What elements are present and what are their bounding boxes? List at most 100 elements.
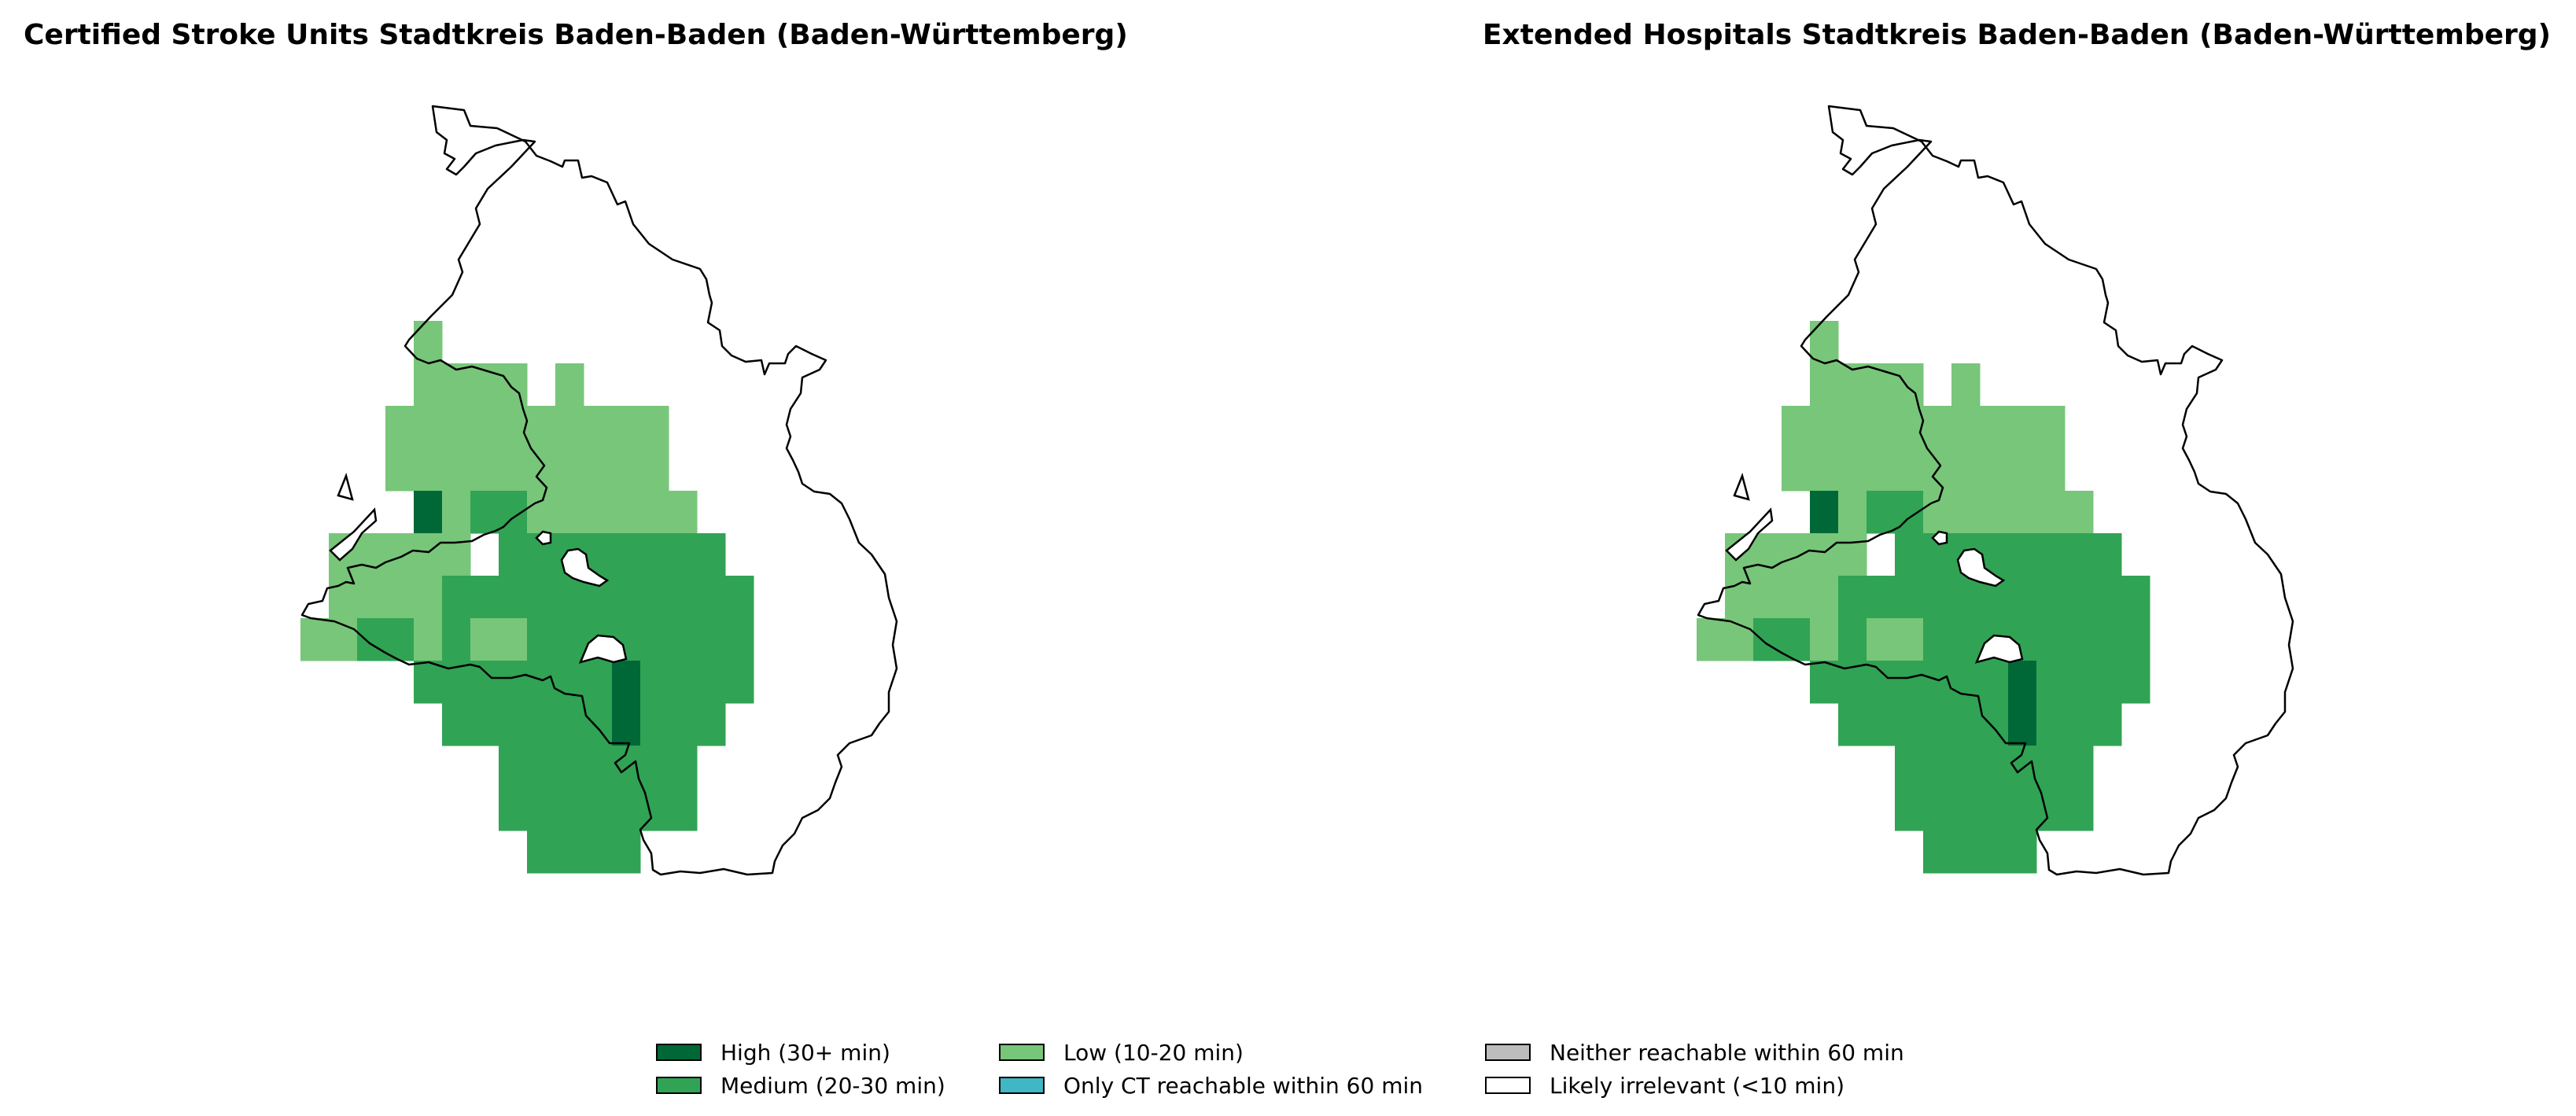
grid-cell-low — [300, 618, 330, 661]
grid-cell-low — [1895, 406, 1924, 449]
grid-cell-medium — [2065, 576, 2094, 619]
grid-cell-low — [1867, 618, 1896, 661]
grid-cell-medium — [442, 618, 471, 661]
grid-cell-medium — [1951, 703, 1981, 746]
grid-cell-medium — [1951, 576, 1981, 619]
legend-swatch-medium — [656, 1077, 702, 1094]
grid-cell-medium — [2093, 576, 2122, 619]
grid-cell-medium — [555, 618, 584, 661]
exclave-outline — [1733, 473, 1750, 501]
grid-cell-low — [2008, 406, 2037, 449]
grid-cell-medium — [725, 576, 754, 619]
grid-cell-low — [1810, 321, 1839, 364]
grid-cell-medium — [640, 576, 669, 619]
exclave-outline — [1725, 507, 1774, 562]
legend-swatch-irrelevant — [1485, 1077, 1531, 1094]
grid-cell-medium — [2065, 661, 2094, 704]
grid-cell-medium — [1980, 661, 2009, 704]
grid-cell-low — [1782, 406, 1811, 449]
grid-cell-low — [1951, 448, 1981, 492]
grid-cell-medium — [555, 746, 584, 789]
enclave-outline — [560, 547, 610, 587]
grid-cell-low — [385, 448, 415, 492]
grid-cell-medium — [527, 576, 556, 619]
grid-cell-medium — [1895, 533, 1924, 576]
map-panel-certified-stroke-units — [300, 105, 898, 876]
grid-cell-low — [555, 448, 584, 492]
grid-cell-medium — [697, 533, 726, 576]
legend-label: Low (10-20 min) — [1063, 1039, 1244, 1066]
grid-cell-medium — [1923, 703, 1952, 746]
grid-cell-medium — [1895, 703, 1924, 746]
grid-cell-low — [385, 576, 415, 619]
grid-cell-low — [442, 406, 471, 449]
grid-cell-medium — [2093, 618, 2122, 661]
grid-cell-medium — [2036, 533, 2066, 576]
grid-cell-low — [1923, 491, 1952, 534]
grid-cell-low — [640, 406, 669, 449]
grid-cell-medium — [2008, 831, 2037, 874]
grid-cell-medium — [640, 746, 669, 789]
grid-cell-medium — [2065, 746, 2094, 789]
grid-cell-low — [470, 618, 499, 661]
grid-cell-medium — [1980, 788, 2009, 831]
grid-cell-medium — [1753, 618, 1782, 661]
grid-cell-medium — [2036, 618, 2066, 661]
grid-cell-medium — [725, 661, 754, 704]
legend-item-irrelevant: Likely irrelevant (<10 min) — [1485, 1070, 1844, 1101]
grid-cell-low — [1867, 448, 1896, 492]
grid-cell-low — [414, 448, 443, 492]
exclave-outline — [329, 507, 378, 562]
grid-cell-medium — [1838, 618, 1867, 661]
left-panel-title: Certified Stroke Units Stadtkreis Baden-… — [24, 19, 1128, 51]
grid-cell-medium — [2065, 703, 2094, 746]
grid-cell-low — [1980, 491, 2009, 534]
grid-cell-low — [2008, 491, 2037, 534]
grid-cell-medium — [584, 788, 613, 831]
grid-cell-medium — [527, 831, 556, 874]
grid-cell-low — [499, 618, 528, 661]
grid-cell-medium — [555, 788, 584, 831]
grid-cell-high — [612, 703, 641, 746]
boundary-outline — [1697, 105, 2294, 876]
grid-cell-medium — [1867, 576, 1896, 619]
grid-cell-medium — [697, 703, 726, 746]
grid-cell-medium — [612, 788, 641, 831]
grid-cell-high — [612, 661, 641, 704]
grid-cell-low — [499, 406, 528, 449]
grid-cell-medium — [470, 491, 499, 534]
grid-cell-low — [1810, 576, 1839, 619]
grid-cell-low — [442, 491, 471, 534]
grid-cell-medium — [1980, 746, 2009, 789]
grid-cell-low — [1810, 406, 1839, 449]
grid-cell-low — [1951, 491, 1981, 534]
legend-label: Medium (20-30 min) — [720, 1072, 945, 1099]
grid-cell-medium — [584, 661, 613, 704]
grid-cell-high — [2008, 661, 2037, 704]
grid-cell-low — [1753, 533, 1782, 576]
grid-cell-medium — [640, 661, 669, 704]
grid-cell-medium — [669, 576, 698, 619]
grid-cell-low — [414, 618, 443, 661]
district-boundary — [1697, 105, 2294, 876]
grid-cell-medium — [640, 703, 669, 746]
grid-cell-medium — [442, 576, 471, 619]
grid-cell-medium — [499, 788, 528, 831]
grid-cell-medium — [555, 661, 584, 704]
grid-cell-medium — [697, 576, 726, 619]
grid-cell-medium — [1980, 703, 2009, 746]
legend-swatch-only-ct — [999, 1077, 1045, 1094]
grid-cell-medium — [2093, 703, 2122, 746]
right-panel-title: Extended Hospitals Stadtkreis Baden-Bade… — [1482, 19, 2551, 51]
grid-cell-medium — [584, 703, 613, 746]
grid-cell-medium — [1782, 618, 1811, 661]
grid-cell-medium — [725, 618, 754, 661]
grid-cell-medium — [2036, 576, 2066, 619]
grid-cell-medium — [584, 746, 613, 789]
grid-cell-low — [640, 448, 669, 492]
grid-cell-medium — [499, 703, 528, 746]
grid-cell-low — [1951, 363, 1981, 407]
grid-cell-medium — [2093, 661, 2122, 704]
grid-cells — [300, 321, 754, 874]
legend-item-neither: Neither reachable within 60 min — [1485, 1037, 1904, 1068]
